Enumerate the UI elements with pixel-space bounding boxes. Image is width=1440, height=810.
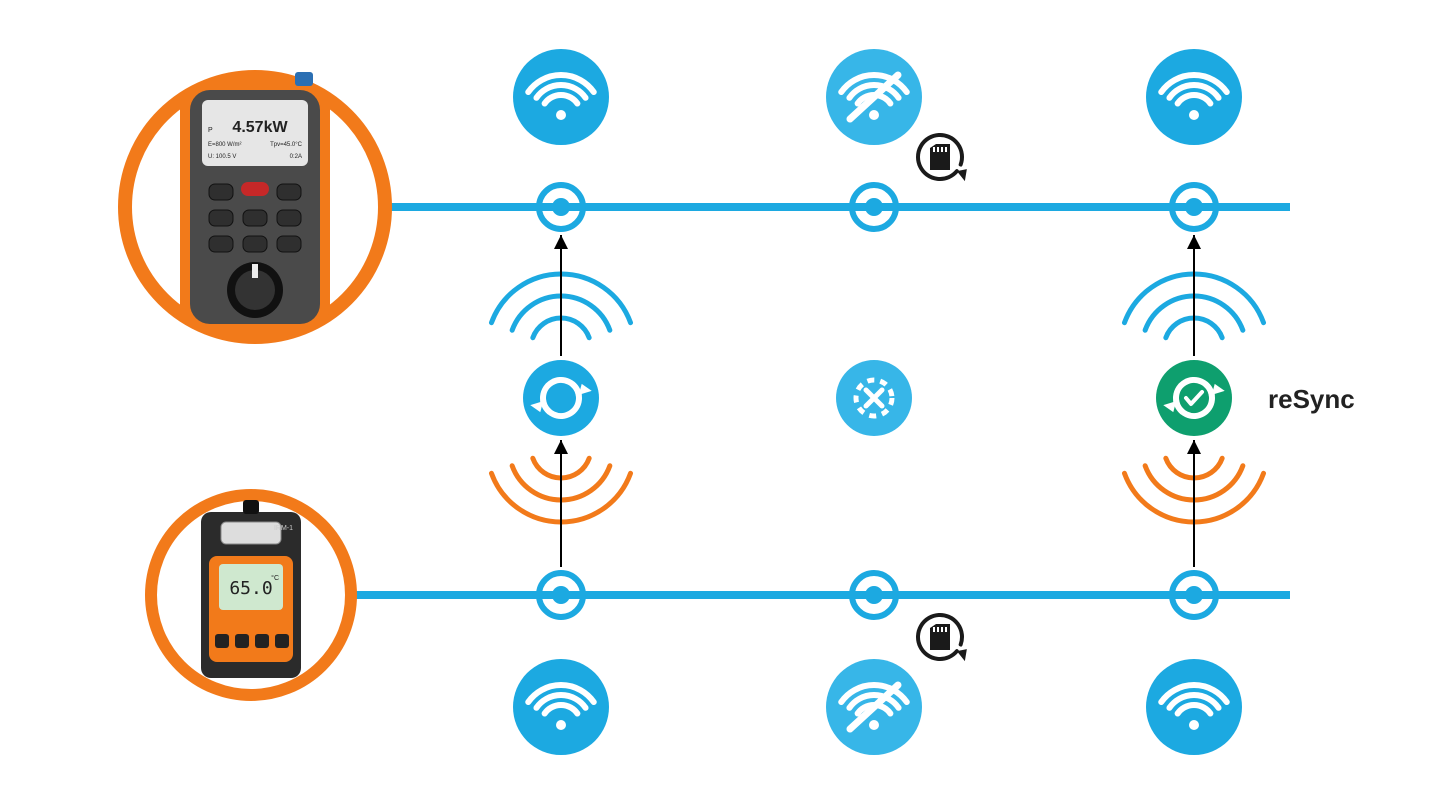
svg-text:4.57kW: 4.57kW	[232, 119, 288, 136]
sd-reload-icon-top	[918, 135, 967, 181]
resync-label: reSync	[1268, 384, 1355, 415]
svg-text:E=800 W/m²: E=800 W/m²	[208, 142, 242, 148]
wifi-icon-bottom-1	[513, 659, 609, 755]
sd-reload-icon-bottom	[918, 615, 967, 661]
svg-text:IRM-1: IRM-1	[274, 525, 293, 532]
svg-text:U: 100.5 V: U: 100.5 V	[208, 154, 236, 160]
svg-text:Tpv=45.0°C: Tpv=45.0°C	[270, 142, 303, 148]
svg-text:P: P	[208, 127, 213, 134]
svg-text:65.0: 65.0	[229, 578, 272, 599]
device-top-illustration: 4.57kW P E=800 W/m² Tpv=45.0°C U: 100.5 V 0:2…	[125, 72, 385, 337]
device-bottom-illustration: IRM-1 65.0°C	[151, 495, 351, 695]
arrow-up-bottom-2	[1187, 440, 1201, 567]
sync-badge-1	[523, 360, 599, 436]
wifi-icon-top-1	[513, 49, 609, 145]
sync-badge-2	[836, 360, 912, 436]
sync-diagram: 4.57kW P E=800 W/m² Tpv=45.0°C U: 100.5 V 0:2…	[0, 0, 1440, 810]
wifi-icon-bottom-3	[1146, 659, 1242, 755]
sync-badge-3	[1156, 360, 1232, 436]
arrow-up-bottom-1	[554, 440, 568, 567]
wifi-icon-top-3	[1146, 49, 1242, 145]
wifi-off-icon-bottom-2	[826, 659, 922, 755]
svg-text:0:2A: 0:2A	[290, 154, 302, 160]
svg-text:°C: °C	[271, 574, 279, 582]
wifi-off-icon-top-2	[826, 49, 922, 145]
